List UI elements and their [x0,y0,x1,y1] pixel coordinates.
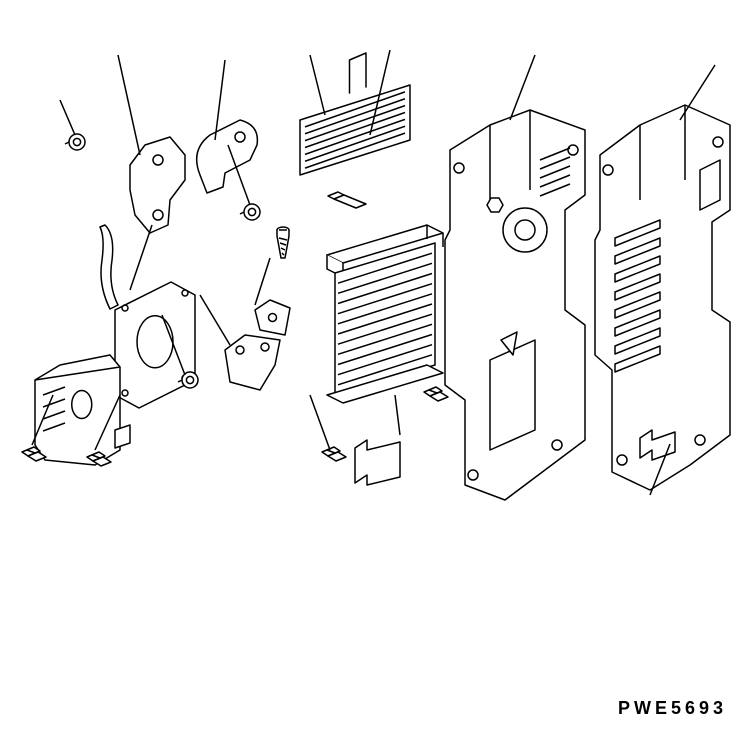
parts-diagram: PWE5693 [0,0,747,739]
diagram-canvas [0,0,747,739]
reference-id-label: PWE5693 [618,698,727,719]
